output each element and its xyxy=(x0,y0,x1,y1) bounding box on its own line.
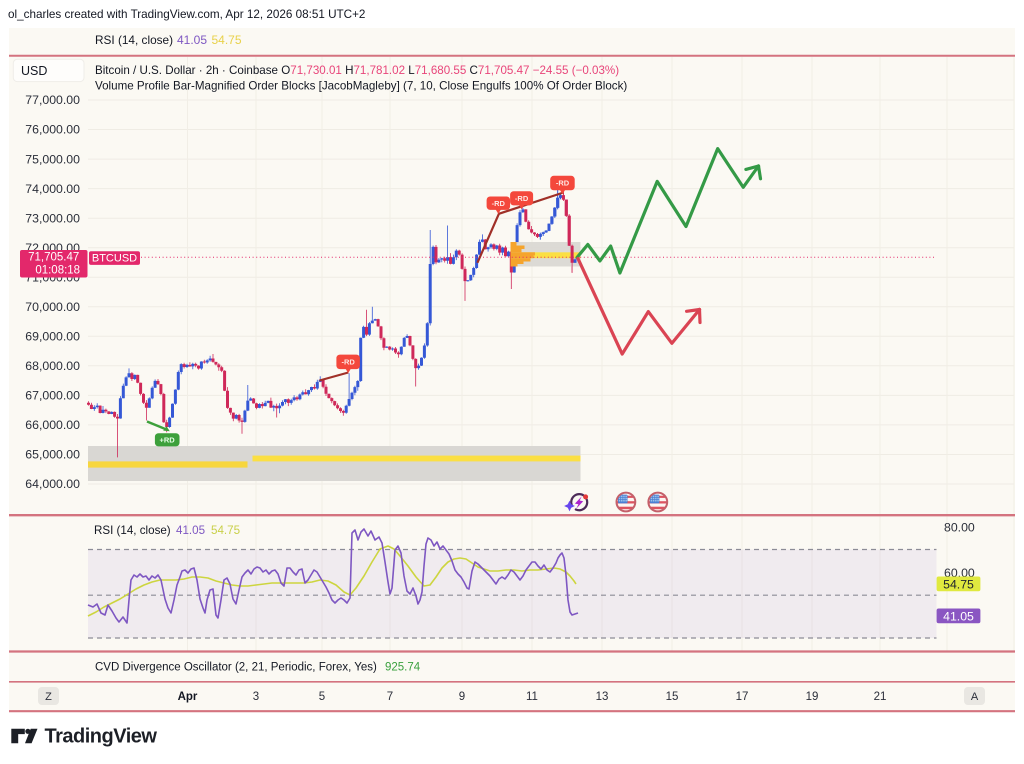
svg-text:67,000.00: 67,000.00 xyxy=(25,389,80,403)
svg-text:RSI (14, close): RSI (14, close) xyxy=(94,524,171,537)
svg-text:7: 7 xyxy=(387,691,393,703)
svg-text:Volume Profile Bar-Magnified O: Volume Profile Bar-Magnified Order Block… xyxy=(95,80,627,93)
svg-text:BTCUSD: BTCUSD xyxy=(92,253,137,265)
svg-text:5: 5 xyxy=(319,691,325,703)
svg-text:ol_charles created with Tradin: ol_charles created with TradingView.com,… xyxy=(8,8,365,21)
svg-text:21: 21 xyxy=(874,691,887,703)
svg-text:Apr: Apr xyxy=(178,691,198,703)
svg-text:64,000.00: 64,000.00 xyxy=(25,477,80,491)
svg-text:A: A xyxy=(971,691,979,703)
svg-text:54.75: 54.75 xyxy=(211,524,240,537)
svg-text:Bitcoin / U.S. Dollar · 2h · C: Bitcoin / U.S. Dollar · 2h · Coinbase O7… xyxy=(95,64,619,77)
svg-text:925.74: 925.74 xyxy=(385,662,421,674)
svg-text:74,000.00: 74,000.00 xyxy=(25,182,80,196)
svg-text:Z: Z xyxy=(45,691,52,703)
svg-text:13: 13 xyxy=(596,691,609,703)
svg-text:-RD: -RD xyxy=(515,194,529,203)
svg-text:-RD: -RD xyxy=(342,357,356,366)
svg-text:11: 11 xyxy=(526,691,538,703)
svg-text:-RD: -RD xyxy=(556,179,570,188)
svg-text:69,000.00: 69,000.00 xyxy=(25,330,80,344)
svg-text:77,000.00: 77,000.00 xyxy=(25,93,80,107)
svg-text:+RD: +RD xyxy=(159,436,175,445)
svg-text:65,000.00: 65,000.00 xyxy=(25,448,80,462)
svg-text:CVD Divergence Oscillator (2,: CVD Divergence Oscillator (2, 21, Period… xyxy=(95,662,377,674)
svg-text:01:08:18: 01:08:18 xyxy=(35,265,80,277)
svg-text:TradingView: TradingView xyxy=(45,726,158,748)
svg-text:71,705.47: 71,705.47 xyxy=(28,252,79,264)
svg-text:15: 15 xyxy=(666,691,679,703)
svg-text:41.05: 41.05 xyxy=(176,524,205,537)
svg-text:RSI (14, close): RSI (14, close) xyxy=(95,33,173,47)
svg-text:19: 19 xyxy=(806,691,819,703)
svg-text:73,000.00: 73,000.00 xyxy=(25,211,80,225)
svg-text:54.75: 54.75 xyxy=(212,33,242,47)
svg-text:75,000.00: 75,000.00 xyxy=(25,152,80,166)
svg-text:3: 3 xyxy=(253,691,259,703)
svg-text:68,000.00: 68,000.00 xyxy=(25,359,80,373)
svg-text:USD: USD xyxy=(21,64,47,78)
svg-text:70,000.00: 70,000.00 xyxy=(25,300,80,314)
svg-text:41.05: 41.05 xyxy=(943,609,974,623)
svg-text:54.75: 54.75 xyxy=(943,577,974,591)
svg-text:41.05: 41.05 xyxy=(177,33,207,47)
svg-text:80.00: 80.00 xyxy=(944,521,975,535)
svg-text:76,000.00: 76,000.00 xyxy=(25,123,80,137)
svg-text:17: 17 xyxy=(736,691,749,703)
svg-text:66,000.00: 66,000.00 xyxy=(25,418,80,432)
svg-text:9: 9 xyxy=(459,691,465,703)
svg-text:-RD: -RD xyxy=(492,199,506,208)
